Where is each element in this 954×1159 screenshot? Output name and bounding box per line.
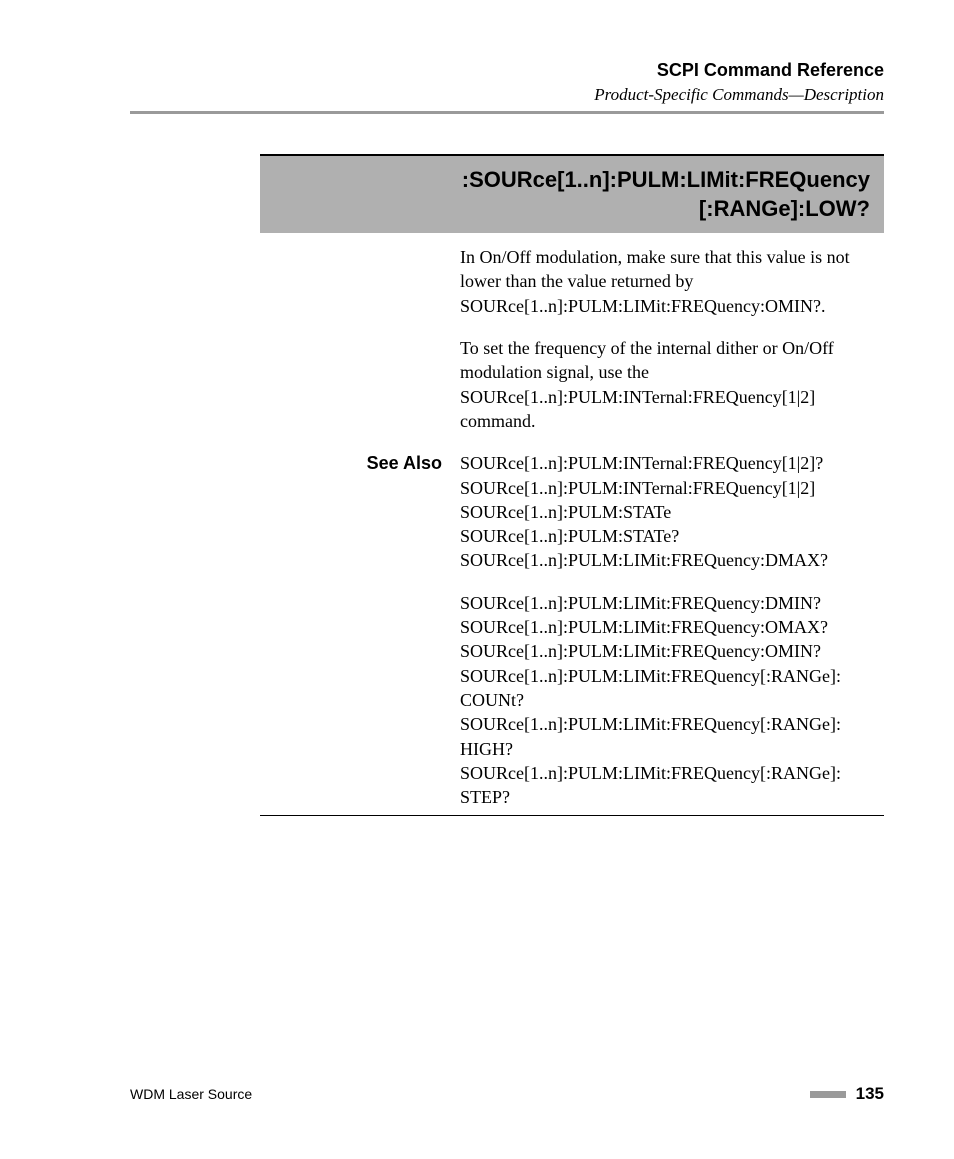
see-also-item: SOURce[1..n]:PULM:LIMit:FREQuency[:RANGe… — [460, 712, 884, 736]
page-footer: WDM Laser Source 135 — [130, 1084, 884, 1104]
content-area: :SOURce[1..n]:PULM:LIMit:FREQuency [:RAN… — [260, 154, 884, 816]
footer-right: 135 — [810, 1084, 884, 1104]
see-also-item: SOURce[1..n]:PULM:INTernal:FREQuency[1|2… — [460, 451, 884, 475]
see-also-item: COUNt? — [460, 688, 884, 712]
see-also-group-1: SOURce[1..n]:PULM:INTernal:FREQuency[1|2… — [460, 451, 884, 572]
see-also-item: SOURce[1..n]:PULM:LIMit:FREQuency:DMIN? — [460, 591, 884, 615]
see-also-cell: SOURce[1..n]:PULM:INTernal:FREQuency[1|2… — [460, 451, 884, 809]
command-title-line2: [:RANGe]:LOW? — [274, 195, 870, 224]
chapter-title: SCPI Command Reference — [130, 60, 884, 81]
description-para-2: To set the frequency of the internal dit… — [460, 336, 884, 433]
see-also-item: SOURce[1..n]:PULM:LIMit:FREQuency[:RANGe… — [460, 664, 884, 688]
closing-rule — [260, 815, 884, 816]
footer-product: WDM Laser Source — [130, 1086, 252, 1102]
see-also-item: SOURce[1..n]:PULM:INTernal:FREQuency[1|2… — [460, 476, 884, 500]
see-also-item: SOURce[1..n]:PULM:STATe — [460, 500, 884, 524]
command-title-line1: :SOURce[1..n]:PULM:LIMit:FREQuency — [274, 166, 870, 195]
description-para-1: In On/Off modulation, make sure that thi… — [460, 245, 884, 318]
page-number: 135 — [856, 1084, 884, 1104]
see-also-item: SOURce[1..n]:PULM:LIMit:FREQuency:OMAX? — [460, 615, 884, 639]
command-title-box: :SOURce[1..n]:PULM:LIMit:FREQuency [:RAN… — [260, 154, 884, 233]
see-also-item: SOURce[1..n]:PULM:LIMit:FREQuency[:RANGe… — [460, 761, 884, 785]
see-also-item: SOURce[1..n]:PULM:STATe? — [460, 524, 884, 548]
section-subtitle: Product-Specific Commands—Description — [130, 85, 884, 105]
see-also-item: STEP? — [460, 785, 884, 809]
see-also-item: SOURce[1..n]:PULM:LIMit:FREQuency:DMAX? — [460, 548, 884, 572]
see-also-group-2: SOURce[1..n]:PULM:LIMit:FREQuency:DMIN? … — [460, 591, 884, 810]
see-also-item: SOURce[1..n]:PULM:LIMit:FREQuency:OMIN? — [460, 639, 884, 663]
header-rule — [130, 111, 884, 114]
page-header: SCPI Command Reference Product-Specific … — [130, 60, 884, 114]
definition-table: In On/Off modulation, make sure that thi… — [260, 245, 884, 809]
footer-bar-icon — [810, 1091, 846, 1098]
empty-label — [260, 245, 460, 451]
see-also-label: See Also — [260, 451, 460, 809]
description-cell: In On/Off modulation, make sure that thi… — [460, 245, 884, 451]
see-also-item: HIGH? — [460, 737, 884, 761]
